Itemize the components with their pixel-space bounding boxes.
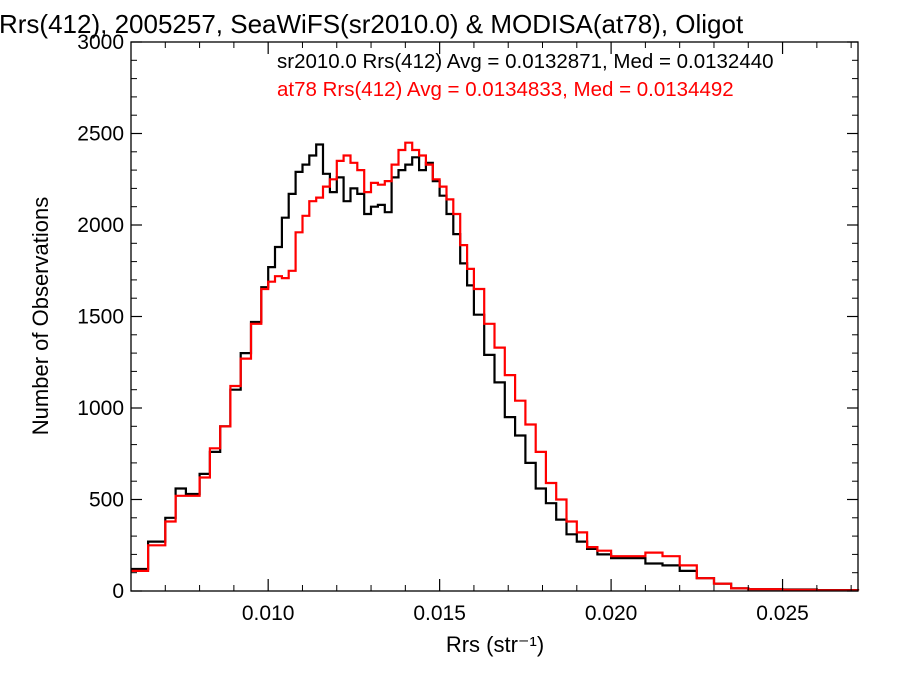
y-axis: 0 500 1000 1500 2000 2500 3000	[77, 31, 858, 603]
plot-frame	[130, 41, 859, 592]
y-tick-label: 1500	[77, 306, 124, 329]
series-line-at78	[131, 141, 860, 592]
y-tick-label: 2500	[77, 123, 124, 146]
y-tick-label: 2000	[77, 214, 124, 237]
y-tick-label: 1000	[77, 397, 124, 420]
x-axis-label: Rrs (str⁻¹)	[446, 632, 544, 657]
y-tick-label: 3000	[77, 31, 124, 54]
chart-title: Rrs(412), 2005257, SeaWiFS(sr2010.0) & M…	[0, 9, 744, 39]
legend-entry-at78: at78 Rrs(412) Avg = 0.0134833, Med = 0.0…	[277, 78, 734, 101]
x-tick-label: 0.020	[585, 602, 638, 625]
legend: sr2010.0 Rrs(412) Avg = 0.0132871, Med =…	[277, 50, 774, 101]
y-tick-label: 0	[112, 580, 124, 603]
x-axis: 0.010 0.015 0.020 0.025	[130, 42, 852, 625]
legend-entry-sr2010: sr2010.0 Rrs(412) Avg = 0.0132871, Med =…	[277, 50, 774, 73]
x-tick-label: 0.010	[242, 602, 295, 625]
x-tick-label: 0.025	[756, 602, 809, 625]
y-axis-label: Number of Observations	[28, 197, 53, 435]
x-tick-label: 0.015	[413, 602, 466, 625]
plot-area	[130, 41, 860, 592]
y-tick-label: 500	[89, 489, 124, 512]
